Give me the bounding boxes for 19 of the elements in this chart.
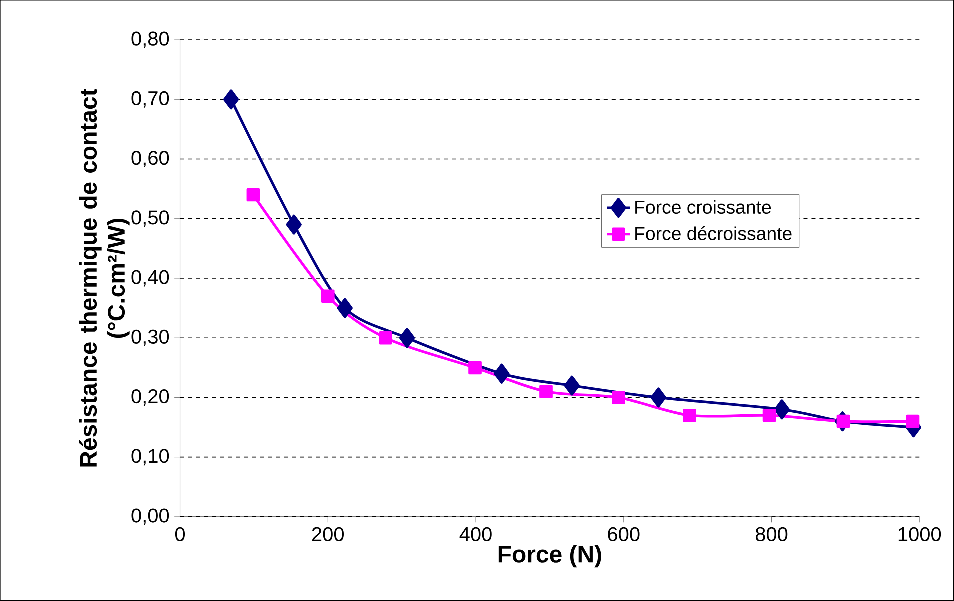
y-axis-title: Résistance thermique de contact (°C.cm²/W) xyxy=(79,88,130,467)
x-tick-label: 200 xyxy=(312,527,344,542)
legend-label: Force décroissante xyxy=(636,226,792,240)
x-tick-label: 800 xyxy=(756,527,788,542)
y-tick-label: 0,80 xyxy=(132,32,170,48)
y-tick-label: 0,60 xyxy=(132,150,170,168)
y-tick-label: 0,30 xyxy=(132,330,170,346)
y-tick-label: 0,70 xyxy=(132,91,170,108)
x-axis-title: Force (N) xyxy=(498,545,602,568)
y-tick-label: 0,50 xyxy=(132,210,170,227)
x-tick-label: 400 xyxy=(460,527,492,542)
x-tick-label: 0 xyxy=(175,527,186,542)
legend-label: Force croissante xyxy=(636,200,772,214)
y-tick-label: 0,00 xyxy=(132,508,170,526)
y-tick-label: 0,20 xyxy=(132,389,170,406)
x-tick-label: 600 xyxy=(608,527,640,542)
y-tick-label: 0,10 xyxy=(132,448,170,466)
x-tick-label: 1000 xyxy=(898,527,942,542)
y-tick-label: 0,40 xyxy=(132,270,170,287)
